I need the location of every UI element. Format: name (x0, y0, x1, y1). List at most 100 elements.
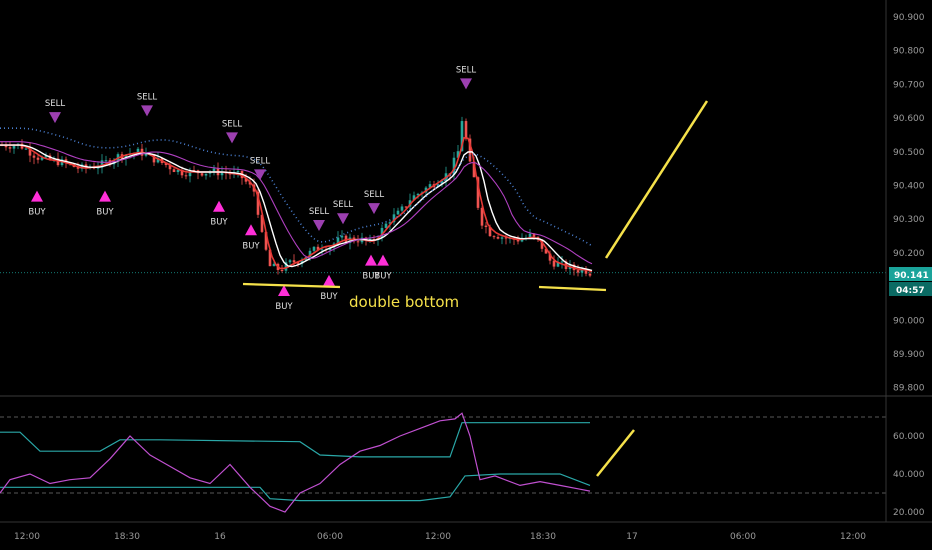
candle (476, 177, 480, 208)
buy-signal: BUY (275, 284, 293, 312)
buy-label: BUY (96, 208, 114, 218)
candle (284, 262, 288, 271)
oscillator-axis[interactable]: 60.000 40.000 20.000 (893, 432, 925, 518)
buy-marker (278, 284, 290, 296)
candle (556, 262, 560, 267)
candle (292, 260, 296, 263)
time-tick-label: 06:00 (730, 532, 756, 542)
candle (520, 239, 524, 242)
candle (200, 173, 204, 176)
buy-label: BUY (275, 302, 293, 312)
time-axis[interactable]: 12:00 18:30 16 06:00 12:00 18:30 17 06:00 12:00 (14, 532, 866, 542)
candle (152, 154, 156, 163)
oscillator-plot (0, 412, 886, 513)
candle (212, 168, 216, 173)
sell-marker (254, 169, 266, 181)
candle (504, 237, 508, 239)
candle (56, 158, 60, 166)
candle (164, 162, 168, 166)
mid-ma-line (0, 144, 593, 272)
candle (544, 248, 548, 254)
candle (144, 153, 148, 156)
sell-label: SELL (456, 65, 477, 75)
candle (300, 260, 304, 264)
candle (560, 261, 564, 263)
time-tick-label: 06:00 (317, 532, 343, 542)
buy-label: BUY (210, 218, 228, 228)
candle (124, 154, 128, 159)
price-tick-label: 90.700 (893, 80, 925, 90)
candle (460, 121, 464, 152)
buy-label: BUY (28, 208, 46, 218)
buy-marker (245, 224, 257, 236)
oscillator-upper-line (0, 422, 590, 458)
sell-signal: SELL (137, 92, 157, 117)
candle (468, 138, 472, 162)
sell-signal: SELL (45, 99, 65, 124)
projection-arrow-oscillator (596, 429, 635, 477)
time-tick-label: 18:30 (114, 532, 140, 542)
buy-marker (213, 200, 225, 212)
price-tick-label: 90.400 (893, 182, 925, 192)
double-bottom-annotation: double bottom (349, 293, 459, 311)
sell-signal: SELL (333, 200, 353, 225)
candle (428, 184, 432, 188)
candle (540, 239, 544, 249)
sell-label: SELL (364, 190, 385, 200)
candle (472, 161, 476, 178)
candle (180, 169, 184, 176)
candle (28, 148, 32, 156)
fast-ma-line (0, 136, 593, 273)
buy-signal: BUY (374, 254, 392, 282)
price-tick-label: 90.000 (893, 316, 925, 326)
support-line-right (538, 285, 607, 292)
candle (312, 246, 316, 251)
candle (348, 237, 352, 243)
candle (588, 273, 592, 276)
sell-marker (141, 105, 153, 117)
slow-ma-line (0, 141, 593, 265)
support-line-left (242, 282, 341, 289)
sell-label: SELL (222, 119, 243, 129)
candle (576, 270, 580, 273)
price-tick-label: 90.300 (893, 215, 925, 225)
candle (548, 253, 552, 261)
candle (288, 260, 292, 263)
candle (176, 169, 180, 173)
candle (4, 145, 8, 148)
candle (80, 164, 84, 169)
buy-marker (31, 190, 43, 202)
candle (388, 222, 392, 224)
candle (452, 157, 456, 175)
oscillator-tick-label: 40.000 (893, 470, 925, 480)
candle (384, 223, 388, 228)
buy-signal: BUY (242, 224, 260, 251)
candle (184, 175, 188, 177)
candle (464, 121, 468, 139)
price-tick-label: 90.500 (893, 148, 925, 158)
candle (256, 191, 260, 215)
countdown-box (889, 282, 932, 296)
sell-marker (337, 213, 349, 225)
candle (76, 167, 80, 169)
time-tick-label: 17 (626, 532, 637, 542)
candle (220, 172, 224, 176)
candle (236, 170, 240, 172)
candle (264, 231, 268, 250)
buy-signal: BUY (96, 190, 114, 218)
candle (24, 148, 28, 150)
projection-arrow-main (604, 100, 709, 259)
upper-band-line (0, 127, 593, 247)
time-tick-label: 18:30 (530, 532, 556, 542)
candle (308, 250, 312, 258)
candle (500, 237, 504, 239)
candle (356, 241, 360, 243)
candle (580, 268, 584, 273)
price-tick-label: 89.900 (893, 350, 925, 360)
candle (260, 214, 264, 232)
sell-signal: SELL (309, 207, 329, 231)
candle (488, 227, 492, 237)
candle (208, 172, 212, 174)
